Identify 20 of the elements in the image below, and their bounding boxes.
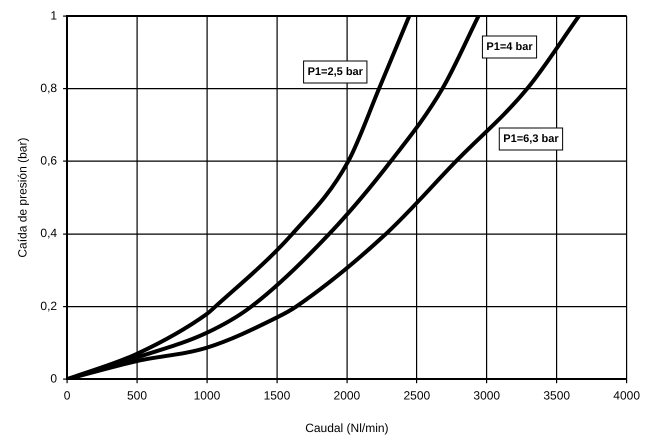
- series-label: P1=4 bar: [486, 41, 534, 54]
- x-tick-label: 1500: [264, 388, 291, 403]
- x-tick-label: 4000: [613, 388, 640, 403]
- x-tick-label: 500: [127, 388, 148, 403]
- x-tick-label: 1000: [194, 388, 221, 403]
- x-tick-label: 0: [64, 388, 71, 403]
- x-tick-label: 2500: [403, 388, 430, 403]
- y-tick-label: 0: [50, 372, 58, 386]
- x-tick-label: 2000: [334, 388, 361, 403]
- series-label: P1=2,5 bar: [308, 66, 364, 78]
- x-tick-label: 3000: [473, 388, 500, 403]
- x-axis-title: Caudal (Nl/min): [305, 421, 389, 436]
- series-label: P1=6,3 bar: [503, 133, 560, 146]
- x-tick-label: 3500: [543, 388, 570, 403]
- y-tick-label: 0,4: [40, 226, 58, 240]
- y-tick-label: 0,2: [40, 298, 58, 313]
- y-tick-label: 1: [50, 8, 58, 22]
- y-tick-label: 0,8: [40, 80, 58, 95]
- y-axis-title: Caída de presión (bar): [16, 138, 30, 258]
- y-tick-label: 0,6: [40, 154, 58, 168]
